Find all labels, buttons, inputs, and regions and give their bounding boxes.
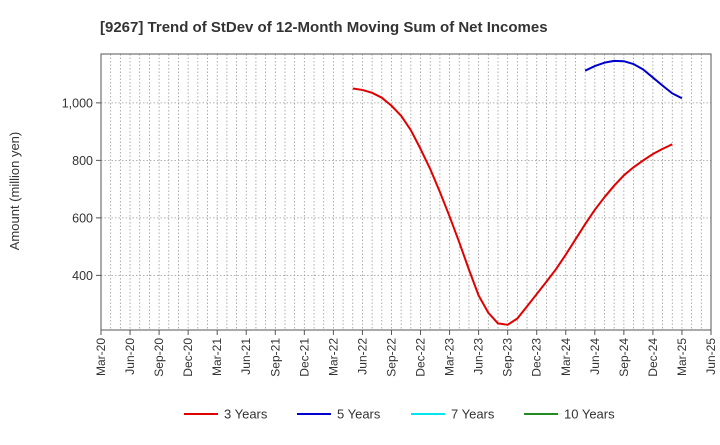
plot-area <box>100 53 712 331</box>
x-tick-label: Dec-22 <box>414 338 428 377</box>
x-tick-label: Sep-24 <box>617 338 631 377</box>
x-tick-label: Mar-22 <box>326 338 340 376</box>
x-tick-label: Dec-24 <box>646 338 660 377</box>
x-tick-label: Dec-20 <box>181 338 195 377</box>
x-tick-label: Jun-23 <box>472 338 486 375</box>
x-tick-label: Jun-25 <box>704 338 718 375</box>
legend-item-7-years: 7 Years <box>411 407 495 422</box>
legend-item-3-years: 3 Years <box>184 407 268 422</box>
x-tick-label: Jun-21 <box>239 338 253 375</box>
series-lines <box>352 59 683 326</box>
series-line-3-years <box>352 87 673 326</box>
y-tick-label: 600 <box>72 211 93 225</box>
legend-label: 7 Years <box>451 407 495 422</box>
x-tick-label: Sep-21 <box>268 338 282 377</box>
x-tick-label: Mar-21 <box>210 338 224 376</box>
x-tick-label: Dec-21 <box>297 338 311 377</box>
x-tick-label: Mar-24 <box>559 338 573 376</box>
x-tick-label: Sep-23 <box>501 338 515 377</box>
chart-title: [9267] Trend of StDev of 12-Month Moving… <box>100 19 548 36</box>
y-axis-label: Amount (million yen) <box>7 132 22 251</box>
x-tick-label: Jun-24 <box>588 338 602 375</box>
legend-item-5-years: 5 Years <box>297 407 381 422</box>
grid-lines <box>101 54 711 330</box>
x-tick-label: Jun-20 <box>123 338 137 375</box>
y-tick-label: 800 <box>72 154 93 168</box>
y-tick-label: 400 <box>72 269 93 283</box>
x-axis-ticks: Mar-20 Jun-20 Sep-20 Dec-20 Mar-21 Jun-21 Sep-… <box>94 330 718 377</box>
legend: 3 Years 5 Years 7 Years 10 Years <box>184 407 615 422</box>
legend-label: 3 Years <box>224 407 268 422</box>
x-tick-label: Mar-25 <box>675 338 689 376</box>
x-tick-label: Mar-20 <box>94 338 108 376</box>
x-tick-label: Sep-20 <box>152 338 166 377</box>
series-line-5-years <box>584 59 683 100</box>
x-tick-label: Sep-22 <box>384 338 398 377</box>
legend-label: 10 Years <box>564 407 615 422</box>
legend-label: 5 Years <box>337 407 381 422</box>
legend-item-10-years: 10 Years <box>524 407 615 422</box>
x-tick-label: Dec-23 <box>530 338 544 377</box>
x-tick-label: Mar-23 <box>443 338 457 376</box>
y-tick-label: 1,000 <box>62 96 93 110</box>
y-axis-ticks: 400 600 800 1,000 <box>62 96 101 283</box>
x-tick-label: Jun-22 <box>355 338 369 375</box>
